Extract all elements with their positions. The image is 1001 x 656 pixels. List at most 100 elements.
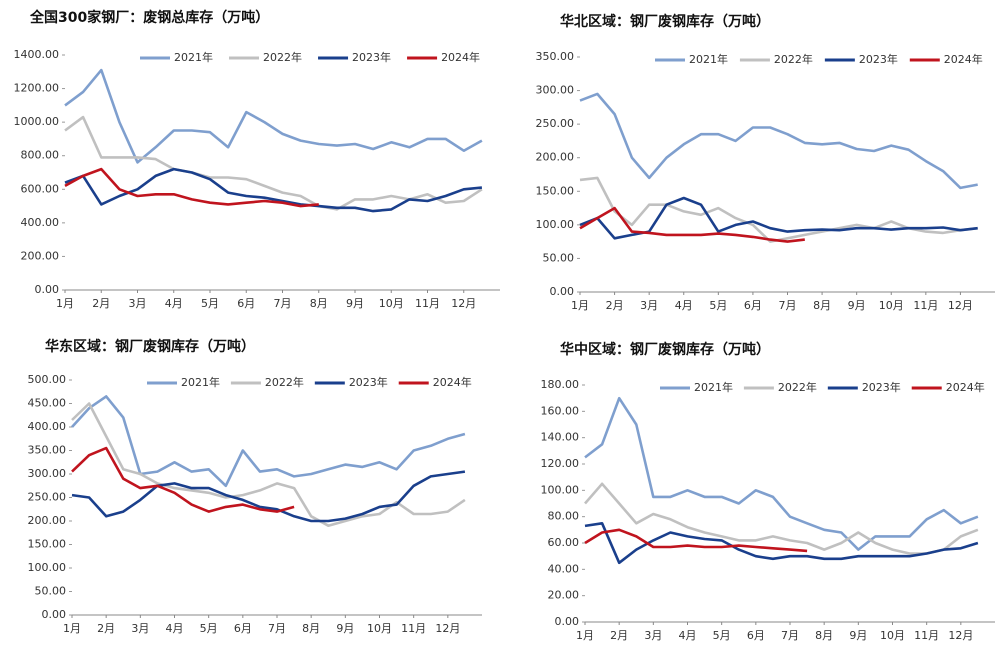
x-tick-label: 3月	[131, 622, 149, 635]
legend-label: 2021年	[694, 380, 733, 394]
x-tick-label: 8月	[302, 622, 320, 635]
x-tick-label: 5月	[201, 297, 219, 310]
x-tick-label: 5月	[200, 622, 218, 635]
x-tick-label: 8月	[813, 299, 831, 312]
y-tick-label: 300.00	[28, 467, 67, 480]
y-tick-label: 450.00	[28, 397, 67, 410]
legend-label: 2024年	[441, 50, 480, 64]
y-tick-label: 180.00	[541, 378, 580, 391]
legend-label: 2024年	[433, 375, 472, 389]
x-tick-label: 3月	[129, 297, 147, 310]
y-tick-label: 40.00	[548, 562, 580, 575]
series-line	[579, 206, 805, 243]
x-tick-label: 4月	[679, 629, 697, 642]
series-line	[71, 446, 295, 513]
legend-label: 2022年	[265, 375, 304, 389]
x-tick-label: 1月	[56, 297, 74, 310]
chart-title: 华北区域：钢厂废钢库存（万吨）	[560, 13, 770, 30]
chart-title: 全国300家钢厂：废钢总库存（万吨）	[29, 9, 269, 26]
x-tick-label: 3月	[644, 629, 662, 642]
x-tick-label: 9月	[346, 297, 364, 310]
y-tick-label: 1200.00	[14, 82, 60, 95]
y-tick-label: 250.00	[28, 491, 67, 504]
legend-label: 2024年	[946, 380, 985, 394]
x-tick-label: 12月	[948, 629, 973, 642]
y-tick-label: 200.00	[21, 249, 60, 262]
x-tick-label: 11月	[914, 629, 939, 642]
y-tick-label: 50.00	[35, 585, 67, 598]
y-tick-label: 250.00	[536, 117, 575, 130]
series-line	[584, 482, 979, 555]
x-tick-label: 3月	[640, 299, 658, 312]
series-line	[584, 522, 979, 565]
legend-label: 2022年	[778, 380, 817, 394]
y-tick-label: 50.00	[543, 251, 575, 264]
y-tick-label: 350.00	[28, 444, 67, 457]
y-tick-label: 100.00	[28, 561, 67, 574]
x-tick-label: 7月	[781, 629, 799, 642]
x-tick-label: 9月	[336, 622, 354, 635]
y-tick-label: 0.00	[42, 608, 67, 621]
legend-label: 2021年	[181, 375, 220, 389]
x-tick-label: 8月	[310, 297, 328, 310]
x-tick-label: 7月	[779, 299, 797, 312]
x-tick-label: 10月	[367, 622, 392, 635]
x-tick-label: 1月	[576, 629, 594, 642]
y-tick-label: 0.00	[35, 283, 60, 296]
y-tick-label: 1400.00	[14, 48, 60, 61]
legend-label: 2023年	[862, 380, 901, 394]
x-tick-label: 2月	[610, 629, 628, 642]
y-tick-label: 150.00	[536, 184, 575, 197]
x-tick-label: 5月	[709, 299, 727, 312]
y-tick-label: 300.00	[536, 84, 575, 97]
legend-label: 2023年	[349, 375, 388, 389]
x-tick-label: 4月	[166, 622, 184, 635]
y-tick-label: 0.00	[550, 285, 575, 298]
x-tick-label: 4月	[675, 299, 693, 312]
x-tick-label: 12月	[435, 622, 460, 635]
x-tick-label: 10月	[880, 629, 905, 642]
y-tick-label: 200.00	[536, 151, 575, 164]
x-tick-label: 7月	[268, 622, 286, 635]
y-tick-label: 140.00	[541, 431, 580, 444]
y-tick-label: 200.00	[28, 514, 67, 527]
y-tick-label: 400.00	[28, 420, 67, 433]
legend-label: 2023年	[859, 52, 898, 66]
series-line	[71, 470, 466, 523]
x-tick-label: 12月	[948, 299, 973, 312]
series-line	[71, 402, 466, 527]
series-line	[584, 396, 979, 551]
chart-title: 华东区域：钢厂废钢库存（万吨）	[45, 338, 255, 355]
y-tick-label: 100.00	[541, 483, 580, 496]
legend-label: 2023年	[352, 50, 391, 64]
legend-label: 2021年	[689, 52, 728, 66]
x-tick-label: 8月	[815, 629, 833, 642]
legend-label: 2021年	[174, 50, 213, 64]
x-tick-label: 11月	[415, 297, 440, 310]
series-line	[64, 167, 483, 213]
x-tick-label: 2月	[92, 297, 110, 310]
y-tick-label: 60.00	[548, 536, 580, 549]
x-tick-label: 7月	[274, 297, 292, 310]
y-tick-label: 350.00	[536, 50, 575, 63]
x-tick-label: 12月	[451, 297, 476, 310]
y-tick-label: 150.00	[28, 538, 67, 551]
y-tick-label: 160.00	[541, 404, 580, 417]
y-tick-label: 400.00	[21, 216, 60, 229]
x-tick-label: 5月	[713, 629, 731, 642]
y-tick-label: 80.00	[548, 510, 580, 523]
y-tick-label: 100.00	[536, 218, 575, 231]
x-tick-label: 6月	[747, 629, 765, 642]
series-line	[64, 167, 319, 208]
y-tick-label: 600.00	[21, 182, 60, 195]
x-tick-label: 4月	[165, 297, 183, 310]
x-tick-label: 11月	[913, 299, 938, 312]
legend-label: 2022年	[774, 52, 813, 66]
y-tick-label: 500.00	[28, 373, 67, 386]
x-tick-label: 9月	[848, 299, 866, 312]
series-line	[579, 92, 978, 190]
y-tick-label: 120.00	[541, 457, 580, 470]
y-tick-label: 1000.00	[14, 115, 60, 128]
x-tick-label: 9月	[849, 629, 867, 642]
